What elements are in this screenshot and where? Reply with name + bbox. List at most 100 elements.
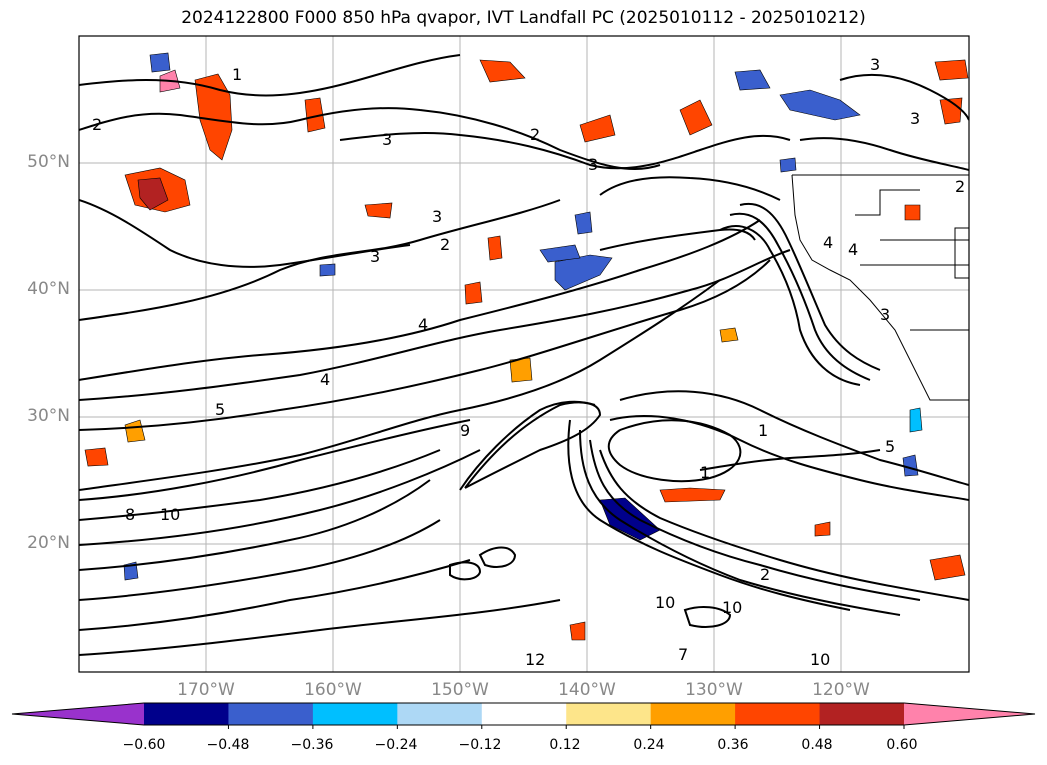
patch-pos [84,447,109,467]
contour-line [609,415,969,501]
colorbar-extend-max [904,703,1035,725]
contour-line [79,599,561,656]
state-border [954,227,969,279]
contour-line [79,259,771,431]
patch-pos [194,73,233,161]
contour-line [464,401,602,489]
patch-pos [814,521,831,537]
contour-line [599,176,781,201]
patch-neg [319,263,336,277]
patch-neg [149,52,171,73]
contour-line [599,449,969,601]
colorbar-segment [312,703,398,725]
colorbar-segment [481,703,567,725]
patch-pos [137,177,169,211]
contour-label: 10 [160,505,180,524]
contour-label: 4 [823,233,833,252]
contour-label: 3 [870,55,880,74]
contour-label: 3 [382,130,392,149]
contour-label: 1 [700,463,710,482]
contour-label: 1 [232,65,242,84]
colorbar-tick-label: −0.48 [206,737,250,753]
patch-pos [679,99,713,136]
colorbar-tick-label: 0.36 [717,737,749,753]
contour-line [79,107,661,171]
colorbar-tick-label: 0.24 [633,737,665,753]
contour-label: 3 [588,155,598,174]
patch-pos [904,204,921,221]
contour-label: 2 [440,235,450,254]
patch-neg [902,454,919,477]
contour-line [79,449,481,546]
patch-pos [464,281,483,305]
contour-line [79,199,411,268]
patch-neg [779,89,861,121]
ivt-contours [79,54,969,656]
contour-label: 3 [910,109,920,128]
patch-pos [124,419,146,443]
contour-line [567,419,851,611]
patch-pos [579,114,616,143]
patch-neg [779,157,797,173]
contour-label: 3 [432,207,442,226]
contour-line [79,479,431,571]
patch-pos [364,202,393,219]
colorbar-segment [819,703,905,725]
contour-label: 10 [655,593,675,612]
contour-labels: 1 2 3 2 3 3 2 3 4 4 5 1 1 5 4 4 3 3 3 2 … [92,55,965,669]
contour-line [729,212,871,381]
contour-line [683,606,732,628]
colorbar-tick-label: 0.60 [886,737,918,753]
graticule [79,36,969,672]
contour-label: 2 [955,177,965,196]
contour-line [799,137,969,171]
contour-label: 5 [215,400,225,419]
contour-label: 5 [885,437,895,456]
contour-line [449,561,482,581]
contour-line [589,439,921,601]
patch-neg [909,407,923,433]
colorbar-tick-label: 0.12 [549,737,581,753]
colorbar [11,702,1036,729]
qvapor-positive-patches [84,59,969,641]
lon-label-120w: 120°W [812,680,870,700]
colorbar-tick-label: −0.60 [122,737,166,753]
contour-line [79,219,761,381]
patch-pos [479,59,526,83]
map-content: 1 2 3 2 3 3 2 3 4 4 5 1 1 5 4 4 3 3 3 2 … [79,36,969,672]
contour-line [79,199,561,321]
patch-pos [719,327,739,343]
contour-label: 4 [848,240,858,259]
contour-label: 2 [530,125,540,144]
contour-line [607,419,742,483]
qvapor-negative-patches [123,52,923,581]
patch-pos [659,487,726,503]
colorbar-segment [228,703,314,725]
contour-label: 10 [810,650,830,669]
contour-label: 8 [125,505,135,524]
map-frame [78,35,970,673]
contour-line [719,225,861,386]
contour-label: 2 [760,565,770,584]
contour-line [79,519,441,601]
colorbar-tick-label: −0.12 [458,737,502,753]
contour-line [478,546,517,568]
contour-label: 1 [758,421,768,440]
contour-line [739,202,881,371]
patch-neg [574,211,593,235]
figure-title: 2024122800 F000 850 hPa qvapor, IVT Land… [181,8,866,28]
contour-label: 4 [320,370,330,389]
patch-pos [934,59,969,81]
lon-label-130w: 130°W [685,680,743,700]
contour-line [79,559,471,631]
patch-pos [939,97,963,125]
lat-label-20n: 20°N [27,533,70,553]
colorbar-tick-label: 0.48 [801,737,833,753]
coastline [791,174,969,401]
colorbar-tick-label: −0.36 [290,737,334,753]
contour-label: 2 [92,115,102,134]
contour-line [599,228,756,251]
colorbar-segment [735,703,821,725]
patch-neg [539,244,581,263]
